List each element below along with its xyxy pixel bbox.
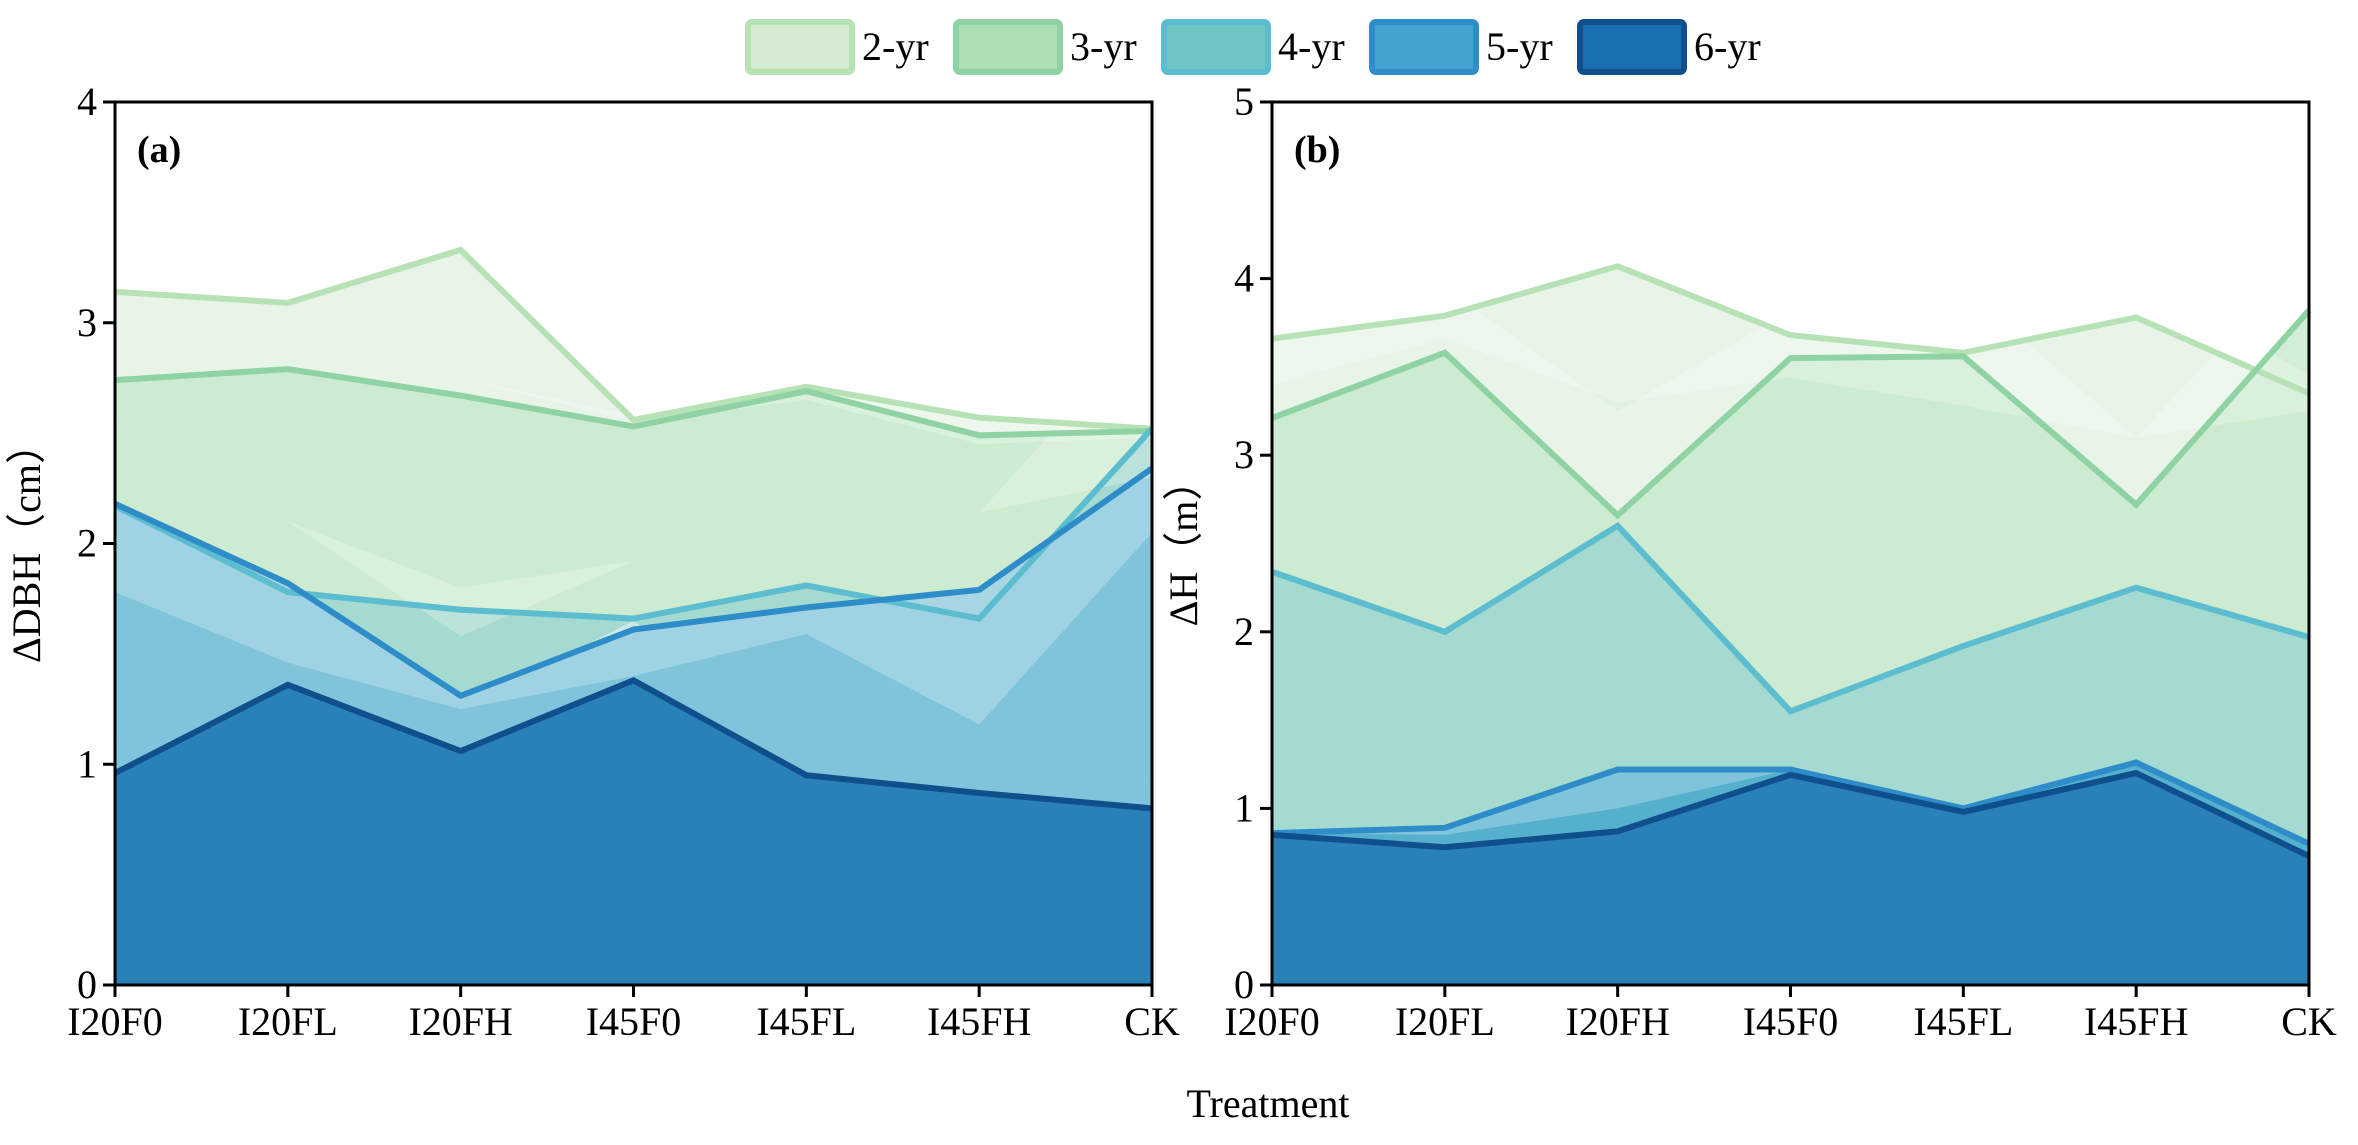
x-tick-label: CK — [1124, 999, 1180, 1044]
line-4-yr-panel-a — [113, 426, 1155, 622]
band-4-yr-panel-a — [115, 322, 1152, 725]
line-3-yr-panel-a — [114, 366, 1153, 439]
line-2-yr-panel-b — [1271, 263, 2311, 397]
x-tick-label: I20F0 — [1224, 999, 1320, 1044]
band-5-yr-panel-b — [1272, 728, 2309, 844]
legend-label-2-yr: 2-yr — [862, 24, 929, 69]
panel-a: 0 1 2 3 4 I20F0 I20FL I20FH I45F0 I45FL I45FH CK (a)… — [4, 79, 1180, 1044]
x-tick-label: I45FH — [927, 999, 1031, 1044]
panel-b: 0 1 2 3 4 5 I20F0 I20FL I20FH I45F0 I45FL I45FH CK (b… — [1161, 79, 2337, 1044]
y-tick-label: 4 — [1234, 256, 1254, 301]
band-2-yr-panel-b — [1272, 225, 2309, 438]
y-axis-title: ΔDBH（cm） — [4, 424, 49, 663]
panel-label: (a) — [137, 129, 181, 171]
y-tick-label: 3 — [1234, 432, 1254, 477]
legend-swatch-5-yr — [1369, 19, 1479, 75]
legend: 2-yr 3-yr 4-yr 5-yr 6-yr — [745, 19, 1761, 75]
y-tick-label: 1 — [1234, 785, 1254, 830]
band-4-yr-panel-b — [1272, 428, 2309, 805]
line-5-yr-panel-b — [1271, 759, 2311, 847]
y-tick-label: 0 — [1234, 962, 1254, 1007]
line-5-yr-panel-a — [113, 465, 1154, 700]
line-3-yr-panel-b — [1270, 308, 2312, 520]
x-tick-label: I45F0 — [586, 999, 682, 1044]
band-6-yr-panel-a — [115, 620, 1152, 809]
line-6-yr-panel-b — [1271, 769, 2311, 859]
line-6-yr-panel-a — [113, 677, 1153, 812]
legend-swatch-6-yr — [1577, 19, 1687, 75]
x-tick-label: I20FH — [1565, 999, 1669, 1044]
area-6-yr-panel-b — [1272, 773, 2309, 985]
x-tick-label: I20F0 — [67, 999, 163, 1044]
y-tick-label: 2 — [1234, 609, 1254, 654]
x-tick-label: I20FL — [1395, 999, 1495, 1044]
x-tick-label: I45FL — [1913, 999, 2013, 1044]
band-5-yr-panel-a — [115, 468, 1152, 778]
legend-label-4-yr: 4-yr — [1278, 24, 1345, 69]
legend-swatch-2-yr — [745, 19, 855, 75]
y-tick-label: 0 — [77, 962, 97, 1007]
y-tick-label: 5 — [1234, 79, 1254, 124]
line-2-yr-panel-a — [114, 246, 1153, 432]
y-axis-title: ΔH（m） — [1161, 461, 1206, 627]
x-tick-label: I20FL — [238, 999, 338, 1044]
x-tick-label: I20FH — [408, 999, 512, 1044]
band-3-yr-panel-b — [1272, 252, 2309, 659]
legend-label-5-yr: 5-yr — [1486, 24, 1553, 69]
x-tick-label: I45F0 — [1743, 999, 1839, 1044]
x-tick-label: I45FL — [756, 999, 856, 1044]
x-tick-label: I45FH — [2084, 999, 2188, 1044]
area-6-yr-panel-a — [115, 680, 1152, 985]
x-axis-title: Treatment — [1187, 1081, 1350, 1126]
panel-label: (b) — [1294, 129, 1340, 171]
legend-label-6-yr: 6-yr — [1694, 24, 1761, 69]
y-tick-label: 3 — [77, 300, 97, 345]
x-tick-label: CK — [2281, 999, 2337, 1044]
legend-label-3-yr: 3-yr — [1070, 24, 1137, 69]
y-tick-label: 1 — [77, 741, 97, 786]
y-tick-label: 2 — [77, 521, 97, 566]
line-4-yr-panel-b — [1271, 522, 2310, 715]
legend-swatch-3-yr — [953, 19, 1063, 75]
y-tick-label: 4 — [77, 79, 97, 124]
legend-swatch-4-yr — [1161, 19, 1271, 75]
